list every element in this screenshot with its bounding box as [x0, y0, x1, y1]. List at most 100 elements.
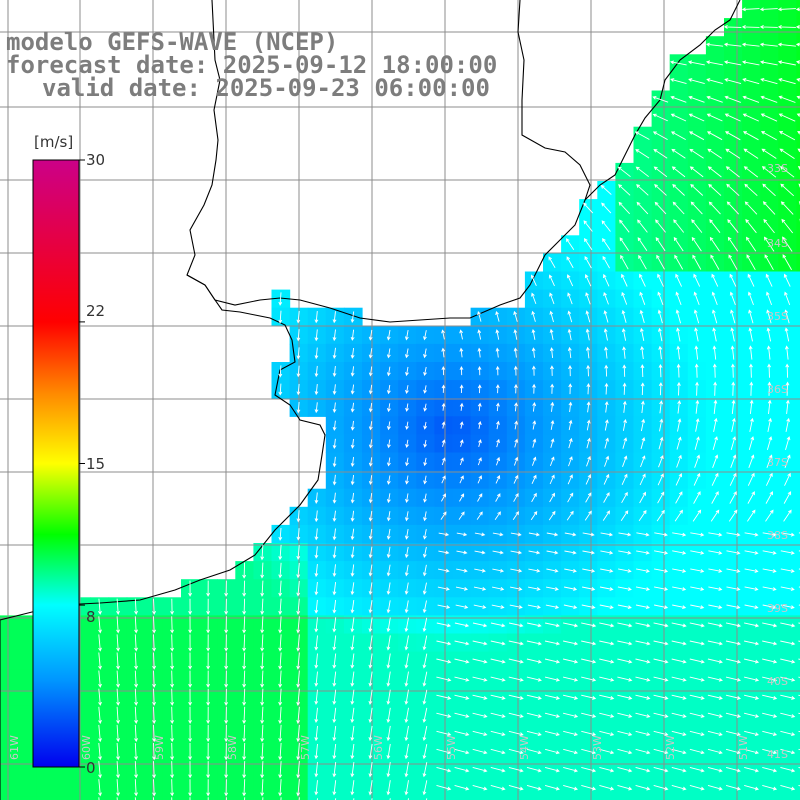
wind-arrow [422, 582, 427, 595]
wind-arrow [260, 761, 265, 779]
wind-arrow [780, 640, 796, 646]
wind-arrow [454, 640, 470, 646]
wind-speed-cell [796, 271, 800, 291]
wind-arrow [296, 652, 301, 670]
wind-speed-cell [796, 307, 800, 327]
latitude-label: 36S [767, 383, 788, 396]
wind-arrow [528, 586, 541, 591]
wind-arrow [332, 617, 337, 633]
wind-arrow [386, 493, 391, 504]
wind-arrow [549, 310, 554, 323]
longitude-label: 55W [445, 735, 458, 760]
wind-arrow [404, 780, 409, 796]
wind-speed-cell [0, 760, 19, 779]
wind-arrow [725, 166, 740, 178]
wind-arrow [134, 706, 139, 725]
wind-arrow [350, 743, 355, 760]
wind-arrow [641, 400, 645, 414]
wind-arrow [723, 25, 742, 29]
wind-speed-cell [705, 796, 725, 800]
wind-arrow [332, 599, 337, 614]
wind-arrow [693, 273, 701, 287]
wind-arrow [422, 780, 428, 796]
wind-speed-cell [760, 796, 779, 800]
wind-arrow [585, 292, 591, 305]
wind-arrow [762, 694, 778, 700]
wind-arrow [691, 219, 703, 233]
wind-arrow [477, 310, 482, 322]
wind-arrow [653, 658, 669, 664]
wind-arrow [544, 712, 561, 718]
wind-arrow [760, 131, 777, 141]
wind-arrow [152, 652, 157, 670]
wind-arrow [278, 527, 283, 541]
wind-arrow [653, 748, 669, 755]
wind-arrow [600, 550, 614, 555]
wind-speed-cell [362, 796, 381, 800]
wind-arrow [747, 491, 755, 504]
wind-arrow [672, 201, 685, 215]
wind-arrow [658, 382, 663, 396]
wind-arrow [713, 381, 718, 396]
wind-speed-cell [162, 796, 182, 800]
wind-arrow [454, 622, 470, 628]
wind-arrow [474, 568, 486, 573]
wind-arrow [731, 417, 736, 432]
wind-arrow [368, 421, 373, 431]
wind-speed-cell [796, 724, 800, 743]
wind-arrow [784, 309, 790, 324]
wind-arrow [188, 724, 192, 743]
wind-arrow [689, 730, 705, 737]
wind-arrow [599, 622, 615, 628]
wind-arrow [278, 724, 283, 743]
wind-arrow [134, 652, 139, 670]
wind-arrow [206, 742, 210, 761]
wind-arrow [744, 550, 759, 555]
wind-arrow [602, 238, 611, 251]
colorbar-tick-label: 15 [86, 455, 106, 473]
wind-arrow [224, 652, 229, 670]
wind-arrow [508, 640, 524, 646]
wind-arrow [549, 492, 555, 503]
wind-arrow [206, 634, 210, 652]
wind-arrow [618, 550, 632, 555]
wind-arrow [749, 417, 754, 432]
wind-arrow [599, 784, 615, 791]
wind-speed-cell [380, 796, 399, 800]
wind-arrow [673, 236, 684, 252]
wind-arrow [707, 148, 723, 159]
wind-arrow [278, 580, 283, 597]
wind-arrow [170, 779, 175, 797]
wind-arrow [368, 707, 373, 724]
wind-arrow [544, 640, 561, 646]
wind-arrow [762, 183, 776, 197]
wind-arrow [693, 491, 701, 504]
wind-speed-cell [126, 796, 146, 800]
wind-arrow [599, 748, 615, 755]
wind-arrow [617, 604, 632, 610]
wind-arrow [170, 616, 175, 634]
wind-arrow [441, 457, 446, 466]
latitude-label: 35S [767, 310, 788, 323]
wind-arrow [423, 475, 427, 485]
wind-arrow [695, 381, 699, 396]
wind-speed-cell [18, 615, 37, 635]
wind-arrow [780, 694, 796, 700]
wind-arrow [423, 439, 428, 448]
wind-arrow [581, 748, 597, 755]
wind-arrow [743, 694, 760, 700]
wind-arrow [116, 634, 121, 652]
wind-arrow [563, 748, 579, 755]
wind-arrow [621, 473, 628, 485]
wind-arrow [477, 347, 482, 358]
wind-arrow [296, 347, 301, 360]
wind-arrow [760, 78, 778, 85]
wind-arrow [242, 724, 247, 743]
wind-arrow [386, 600, 391, 614]
wind-arrow [459, 475, 464, 484]
wind-arrow [368, 780, 373, 796]
wind-arrow [404, 600, 409, 614]
wind-arrow [260, 742, 265, 761]
wind-arrow [405, 421, 409, 430]
